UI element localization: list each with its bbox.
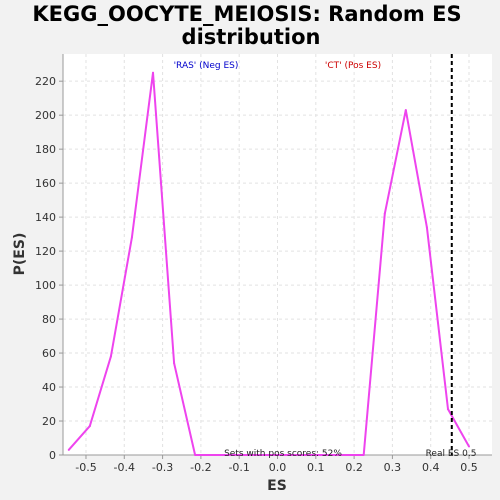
data-point: [425, 226, 428, 229]
pos-scores-label: Sets with pos scores: 52%: [224, 449, 342, 459]
data-point: [152, 71, 155, 74]
series-layer: [67, 71, 471, 456]
y-tick-label: 20: [42, 415, 56, 428]
data-point: [130, 236, 133, 239]
x-tick-label: -0.5: [75, 461, 96, 474]
data-point: [383, 212, 386, 215]
data-point: [299, 454, 302, 456]
y-tick-label: 60: [42, 347, 56, 360]
y-tick-label: 140: [35, 211, 56, 224]
y-ticks: 0 20 40 60 80 100 120 140 160 180 200 220: [35, 75, 63, 462]
grid-lines: [63, 54, 492, 455]
real-es-label: Real ES 0.5: [426, 449, 477, 459]
y-tick-label: 120: [35, 245, 56, 258]
y-tick-label: 40: [42, 381, 56, 394]
x-tick-label: 0.4: [422, 461, 440, 474]
x-ticks: -0.5 -0.4 -0.3 -0.2 -0.1 0.0 0.1 0.2 0.3 0.4 0.5: [75, 455, 478, 474]
y-tick-label: 0: [49, 449, 56, 462]
data-point: [320, 454, 323, 456]
data-point: [236, 454, 239, 456]
data-point: [468, 445, 471, 448]
y-tick-label: 100: [35, 279, 56, 292]
x-tick-label: 0.0: [269, 461, 287, 474]
x-tick-label: 0.5: [460, 461, 478, 474]
chart-title-line2: distribution: [182, 25, 321, 49]
series-line: [67, 71, 470, 456]
y-tick-label: 220: [35, 75, 56, 88]
x-tick-label: 0.3: [384, 461, 402, 474]
data-point: [362, 454, 365, 456]
data-point: [67, 448, 70, 451]
data-point: [109, 355, 112, 358]
x-tick-label: -0.3: [152, 461, 173, 474]
data-point: [257, 454, 260, 456]
pos-es-label: 'CT' (Pos ES): [325, 61, 381, 71]
y-tick-label: 160: [35, 177, 56, 190]
x-axis-label: ES: [267, 478, 287, 494]
x-tick-label: -0.1: [228, 461, 249, 474]
data-point: [173, 362, 176, 365]
y-axis-label: P(ES): [12, 233, 28, 276]
x-tick-label: -0.2: [190, 461, 211, 474]
y-tick-label: 200: [35, 109, 56, 122]
y-tick-label: 180: [35, 143, 56, 156]
data-point: [88, 425, 91, 428]
x-tick-label: -0.4: [114, 461, 135, 474]
x-tick-label: 0.1: [307, 461, 325, 474]
data-point: [278, 454, 281, 456]
data-point: [341, 454, 344, 456]
neg-es-label: 'RAS' (Neg ES): [174, 61, 239, 71]
chart-title-line1: KEGG_OOCYTE_MEIOSIS: Random ES: [32, 2, 461, 26]
x-tick-label: 0.2: [345, 461, 363, 474]
data-point: [404, 109, 407, 112]
y-tick-label: 80: [42, 313, 56, 326]
data-point: [194, 454, 197, 456]
data-point: [446, 408, 449, 411]
data-point: [215, 454, 218, 456]
